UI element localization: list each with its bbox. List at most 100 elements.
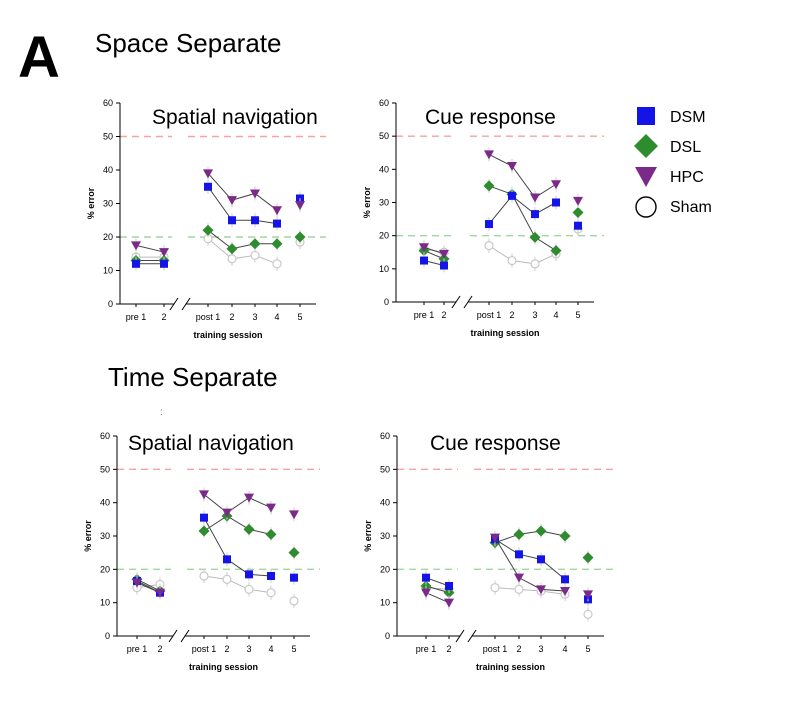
- x-tick-label: 2: [229, 312, 234, 322]
- y-tick-label: 0: [108, 299, 113, 309]
- x-tick-label: 4: [553, 310, 558, 320]
- series-line-hpc: [425, 592, 450, 604]
- x-tick-label: 3: [532, 310, 537, 320]
- data-point-hpc: [203, 169, 213, 179]
- data-point-hpc: [132, 578, 142, 588]
- data-point-sham: [227, 254, 237, 264]
- series-line-dsl: [203, 515, 272, 535]
- legend-label: DSL: [670, 139, 702, 156]
- y-tick-label: 40: [379, 164, 389, 174]
- data-point-dsm: [267, 572, 275, 580]
- data-point-hpc: [583, 590, 593, 600]
- data-point-hpc: [289, 510, 299, 520]
- data-point-sham: [266, 588, 276, 598]
- y-tick-label: 10: [103, 266, 113, 276]
- data-point-hpc: [222, 508, 232, 518]
- series-line-dsl: [494, 530, 566, 544]
- x-tick-label: post 1: [477, 310, 502, 320]
- x-tick-label: 5: [291, 644, 296, 654]
- data-point-hpc: [266, 503, 276, 513]
- data-point-hpc: [514, 573, 524, 583]
- y-tick-label: 20: [380, 564, 390, 574]
- x-tick-label: 5: [297, 312, 302, 322]
- y-tick-label: 60: [379, 98, 389, 108]
- chart-panel-1: Spatial navigation 0 10 20 30 40 50 60 % error pr…: [86, 98, 326, 340]
- square-marker-icon: [637, 107, 655, 125]
- y-tick-label: 0: [385, 631, 390, 641]
- data-point-dsm: [508, 191, 516, 200]
- y-tick-label: 60: [100, 431, 110, 441]
- chart-title: Cue response: [425, 106, 556, 129]
- x-axis-label: training session: [189, 662, 258, 672]
- y-tick-label: 50: [379, 131, 389, 141]
- data-point-sham: [222, 574, 232, 584]
- data-point-dsm: [204, 182, 212, 191]
- data-point-hpc: [560, 587, 570, 596]
- y-axis-label: % error: [363, 520, 373, 552]
- data-point-sham: [507, 255, 517, 266]
- triangle-down-marker-icon: [635, 167, 657, 187]
- x-tick-label: 4: [274, 312, 279, 322]
- y-axis-label: % error: [83, 520, 93, 552]
- data-point-hpc: [244, 493, 254, 503]
- series-line-dsl: [207, 229, 277, 250]
- legend-item-dsl: DSL: [632, 134, 772, 164]
- series-line-sham: [207, 238, 278, 265]
- x-tick-label: 2: [441, 310, 446, 320]
- x-tick-label: post 1: [483, 644, 508, 654]
- y-tick-label: 10: [100, 598, 110, 608]
- data-point-dsl: [535, 525, 547, 537]
- series-line-hpc: [488, 153, 557, 199]
- x-tick-label: pre 1: [127, 644, 148, 654]
- series-line-dsm: [203, 517, 272, 577]
- axis-break-mark: [455, 629, 465, 643]
- y-axis-label: % error: [86, 187, 96, 219]
- y-axis-label: % error: [362, 186, 372, 218]
- data-point-hpc: [573, 196, 583, 206]
- data-point-dsm: [445, 582, 453, 590]
- data-point-dsm: [251, 216, 259, 225]
- data-point-hpc: [421, 588, 431, 598]
- data-point-hpc: [444, 598, 454, 608]
- chart-title: Cue response: [430, 432, 561, 455]
- data-point-dsl: [202, 224, 214, 236]
- y-tick-label: 30: [103, 199, 113, 209]
- legend-item-sham: Sham: [632, 194, 772, 224]
- data-point-sham: [272, 259, 282, 269]
- chart-panel-4: Cue response 0 10 20 30 40 50 60 % error pre 1 2 po…: [363, 431, 614, 672]
- data-point-dsm: [574, 221, 582, 230]
- data-point-dsm: [440, 261, 448, 270]
- series-line-hpc: [135, 244, 165, 253]
- x-tick-label: post 1: [196, 312, 221, 322]
- data-point-sham: [484, 241, 494, 251]
- axis-break-mark: [467, 629, 477, 643]
- data-point-dsm: [515, 550, 523, 559]
- data-point-dsm: [531, 210, 539, 219]
- y-tick-label: 50: [103, 132, 113, 142]
- y-tick-label: 20: [103, 232, 113, 242]
- data-point-dsm: [160, 259, 168, 268]
- series-line-dsm: [207, 186, 278, 225]
- axis-break-mark: [451, 295, 461, 309]
- data-point-hpc: [199, 490, 209, 500]
- data-point-sham: [530, 259, 540, 269]
- series-line-dsm: [488, 195, 557, 225]
- x-tick-label: post 1: [192, 644, 217, 654]
- data-point-hpc: [131, 241, 141, 251]
- data-point-dsl: [550, 245, 562, 257]
- data-point-sham: [490, 583, 500, 593]
- chart-panel-3: Spatial navigation 0 10 20 30 40 50 60 % error pr…: [83, 431, 320, 672]
- data-point-dsl: [249, 238, 261, 250]
- data-point-sham: [583, 609, 593, 619]
- y-tick-label: 60: [380, 431, 390, 441]
- y-tick-label: 40: [103, 165, 113, 175]
- x-tick-label: 5: [575, 310, 580, 320]
- x-tick-label: 4: [268, 644, 273, 654]
- x-tick-label: 2: [446, 644, 451, 654]
- data-point-dsm: [485, 220, 493, 229]
- data-point-dsl: [529, 231, 541, 243]
- data-point-sham: [199, 571, 209, 581]
- axis-break-mark: [180, 629, 190, 643]
- data-point-dsm: [561, 575, 569, 584]
- data-point-dsm: [420, 256, 428, 265]
